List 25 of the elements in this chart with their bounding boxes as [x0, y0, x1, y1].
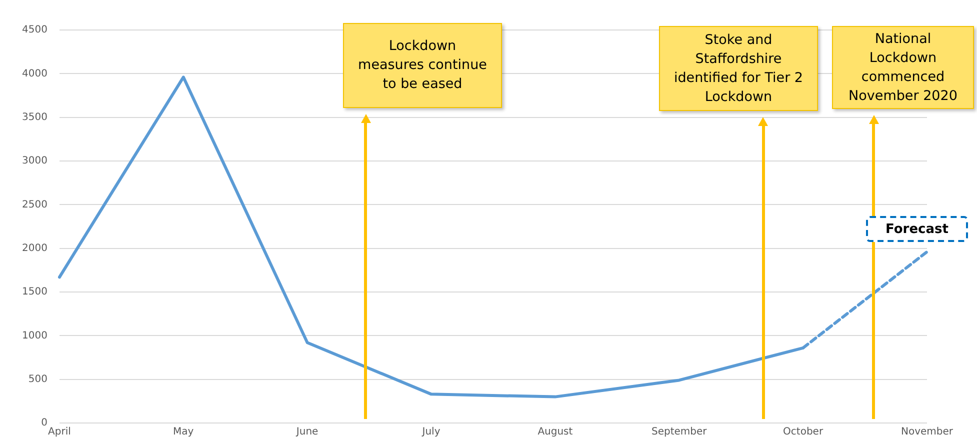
y-tick-label: 4500: [22, 24, 48, 36]
x-tick-label: August: [538, 426, 573, 438]
x-tick-label: June: [295, 426, 318, 438]
x-tick-label: May: [173, 426, 194, 438]
x-tick-label: November: [900, 426, 954, 438]
y-tick-label: 1000: [22, 330, 48, 342]
annotation: National Lockdown commenced November 2020: [848, 30, 958, 106]
note-box: Stoke and Staffordshire identified for Tier 2 Lockdown: [659, 26, 818, 111]
x-tick-label: July: [421, 426, 440, 438]
y-tick-label: 4000: [22, 68, 48, 80]
x-tick-label: September: [651, 426, 708, 438]
x-tick-label: April: [48, 426, 71, 438]
x-tick-label: October: [783, 426, 824, 438]
note-box: Lockdown measures continue to be eased: [343, 23, 502, 108]
annotation: Lockdown measures continue to be eased: [357, 37, 488, 94]
y-tick-label: 1500: [22, 286, 48, 298]
y-tick-label: 500: [28, 374, 48, 385]
y-tick-label: 3000: [22, 156, 48, 167]
y-tick-label: 2000: [22, 242, 48, 254]
y-tick-label: 2500: [22, 199, 48, 210]
y-tick-label: 0: [41, 418, 48, 429]
y-tick-label: 3500: [22, 112, 48, 123]
annotation: Forecast: [886, 222, 948, 236]
annotation: Stoke and Staffordshire identified for Tier 2 Lockdown: [672, 30, 804, 106]
note-box: National Lockdown commenced November 2020: [832, 26, 974, 109]
